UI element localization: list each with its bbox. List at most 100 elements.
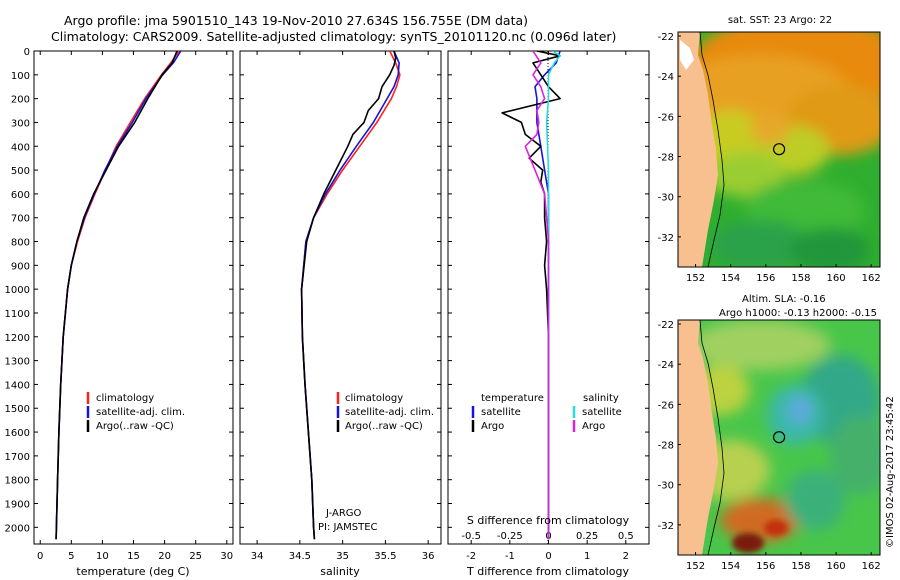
top-tick-label: -0.25 [497, 531, 523, 542]
x-tick-label: 34.5 [289, 551, 311, 562]
x-tick-label: 36 [422, 551, 435, 562]
salinity-depth-ticks [240, 50, 441, 528]
series-line-argo-raw-qc- [55, 51, 178, 540]
x-tick-label: 35 [336, 551, 349, 562]
x-tick-label: 30 [220, 551, 233, 562]
salinity-plot-frame [239, 50, 442, 545]
sla-isobath [699, 320, 725, 555]
top-tick-label: -0.5 [461, 531, 481, 542]
depth-axis: 0 100 200 300 400 500 600 700 800 900 1000 1100 1200… [5, 47, 233, 534]
lat-tick-label: -22 [658, 320, 674, 331]
sst-map-title: sat. SST: 23 Argo: 22 [728, 15, 832, 26]
x-tick-label: 0 [37, 551, 43, 562]
x-tick-label: 0 [545, 551, 551, 562]
x-tick-label: 35.5 [374, 551, 396, 562]
lon-tick-label: 152 [686, 273, 705, 284]
lat-tick-label: -32 [658, 233, 674, 244]
depth-tick-label: 1500 [5, 404, 30, 415]
series-line-argo-raw-qc- [300, 51, 397, 540]
lon-tick-label: 158 [791, 273, 810, 284]
sla-map-title-line1: Altim. SLA: -0.16 [742, 294, 826, 305]
lon-tick-label: 154 [721, 561, 740, 572]
depth-tick-label: 600 [11, 190, 30, 201]
depth-tick-label: 800 [11, 238, 30, 249]
salinity-axis: 34 34.5 35 35.5 36 [251, 51, 435, 562]
lon-tick-label: 162 [862, 561, 881, 572]
temperature-lines [55, 51, 182, 540]
top-tick-label: 0.25 [576, 531, 598, 542]
depth-tick-label: 1200 [5, 333, 30, 344]
lon-tick-label: 156 [756, 273, 775, 284]
sla-land [678, 320, 718, 555]
sla-map-axes: 152 154 156 158 160 162 -22 -24 -26 -28 -30 -32 [658, 320, 881, 572]
salinity-panel: 34 34.5 35 35.5 36 salinity climatology sate… [239, 50, 442, 578]
x-tick-label: 34 [251, 551, 264, 562]
legend-label-salinity: salinity [583, 393, 619, 404]
lat-tick-label: -32 [658, 521, 674, 532]
sla-map-title-line2: Argo h1000: -0.13 h2000: -0.15 [719, 308, 877, 319]
lon-tick-label: 160 [827, 273, 846, 284]
legend-label-temperature: temperature [481, 393, 544, 404]
depth-tick-label: 900 [11, 261, 30, 272]
sst-map: sat. SST: 23 Argo: 22 152 154 156 158 160 162… [658, 15, 881, 284]
temperature-axis: 0 5 10 15 20 25 30 [37, 51, 233, 562]
legend-label-temp-satellite: satellite [481, 407, 521, 418]
depth-tick-label: 400 [11, 142, 30, 153]
legend-label-temp-argo: Argo [481, 421, 504, 432]
sla-map-field [678, 320, 880, 555]
sst-map-field [678, 32, 880, 267]
sla-argo-marker [772, 431, 786, 444]
depth-tick-label: 1400 [5, 380, 30, 391]
x-tick-label: 10 [96, 551, 109, 562]
depth-tick-label: 1300 [5, 357, 30, 368]
depth-tick-label: 300 [11, 118, 30, 129]
temperature-panel: 0100200300400500600700800900100011001200… [5, 47, 234, 578]
lat-tick-label: -24 [658, 72, 674, 83]
difference-depth-ticks [448, 50, 649, 528]
depth-tick-label: 100 [11, 71, 30, 82]
lat-tick-label: -24 [658, 360, 674, 371]
legend-label-climatology: climatology [96, 393, 154, 404]
annotation-pi: PI: JAMSTEC [318, 522, 378, 533]
depth-tick-label: 1100 [5, 309, 30, 320]
sst-isobath [699, 32, 725, 267]
lon-tick-label: 154 [721, 273, 740, 284]
sst-map-frame [677, 31, 881, 268]
depth-tick-label: 1000 [5, 285, 30, 296]
difference-lines [501, 51, 561, 540]
depth-tick-label: 700 [11, 214, 30, 225]
salinity-lines [300, 51, 401, 540]
lat-tick-label: -22 [658, 32, 674, 43]
lat-tick-label: -30 [658, 481, 674, 492]
figure-title-line1: Argo profile: jma 5901510_143 19-Nov-201… [64, 13, 528, 28]
sla-map-frame [677, 319, 881, 556]
depth-tick-label: 2000 [5, 523, 30, 534]
legend-label-argo: Argo(..raw -QC) [345, 421, 423, 432]
lon-tick-label: 156 [756, 561, 775, 572]
salinity-legend: climatology satellite-adj. clim. Argo(..… [336, 392, 434, 432]
lat-tick-label: -28 [658, 153, 674, 164]
lat-tick-label: -26 [658, 400, 674, 411]
annotation-jargo: J-ARGO [325, 508, 362, 519]
x-tick-label: 25 [189, 551, 202, 562]
depth-tick-label: 1600 [5, 428, 30, 439]
legend-label-sal-satellite: satellite [582, 407, 622, 418]
legend-label-sal-argo: Argo [582, 421, 605, 432]
salinity-xlabel: salinity [320, 565, 360, 578]
top-tick-label: 0.5 [618, 531, 634, 542]
x-tick-label: -2 [466, 551, 476, 562]
legend-label-satellite: satellite-adj. clim. [345, 407, 434, 418]
difference-xlabel-bottom: T difference from climatology [466, 565, 629, 578]
lon-tick-label: 152 [686, 561, 705, 572]
depth-tick-label: 1900 [5, 500, 30, 511]
x-tick-label: -1 [505, 551, 515, 562]
sst-land [678, 32, 718, 267]
imos-stamp: ©IMOS 02-Aug-2017 23:45:42 [885, 396, 896, 548]
lat-tick-label: -30 [658, 193, 674, 204]
lon-tick-label: 160 [827, 561, 846, 572]
x-tick-label: 1 [584, 551, 590, 562]
x-tick-label: 15 [127, 551, 140, 562]
sst-argo-marker [772, 143, 786, 156]
sst-map-axes: 152 154 156 158 160 162 -22 -24 -26 -28 -30 -32 [658, 32, 881, 284]
